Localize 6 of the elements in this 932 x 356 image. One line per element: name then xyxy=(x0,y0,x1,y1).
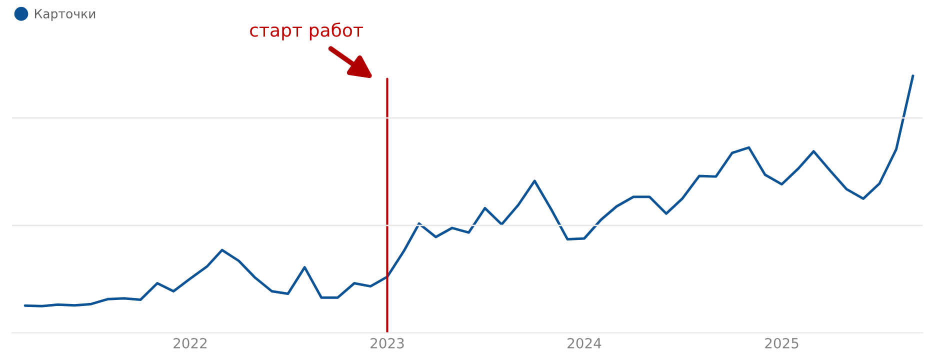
x-tick-label: 2022 xyxy=(174,338,207,348)
x-tick-label: 2024 xyxy=(568,338,602,348)
legend-label: Карточки xyxy=(34,9,96,21)
x-tick-label: 2023 xyxy=(370,338,404,348)
x-tick-label: 2025 xyxy=(765,338,798,348)
ref-line-label: старт работ xyxy=(250,22,363,40)
